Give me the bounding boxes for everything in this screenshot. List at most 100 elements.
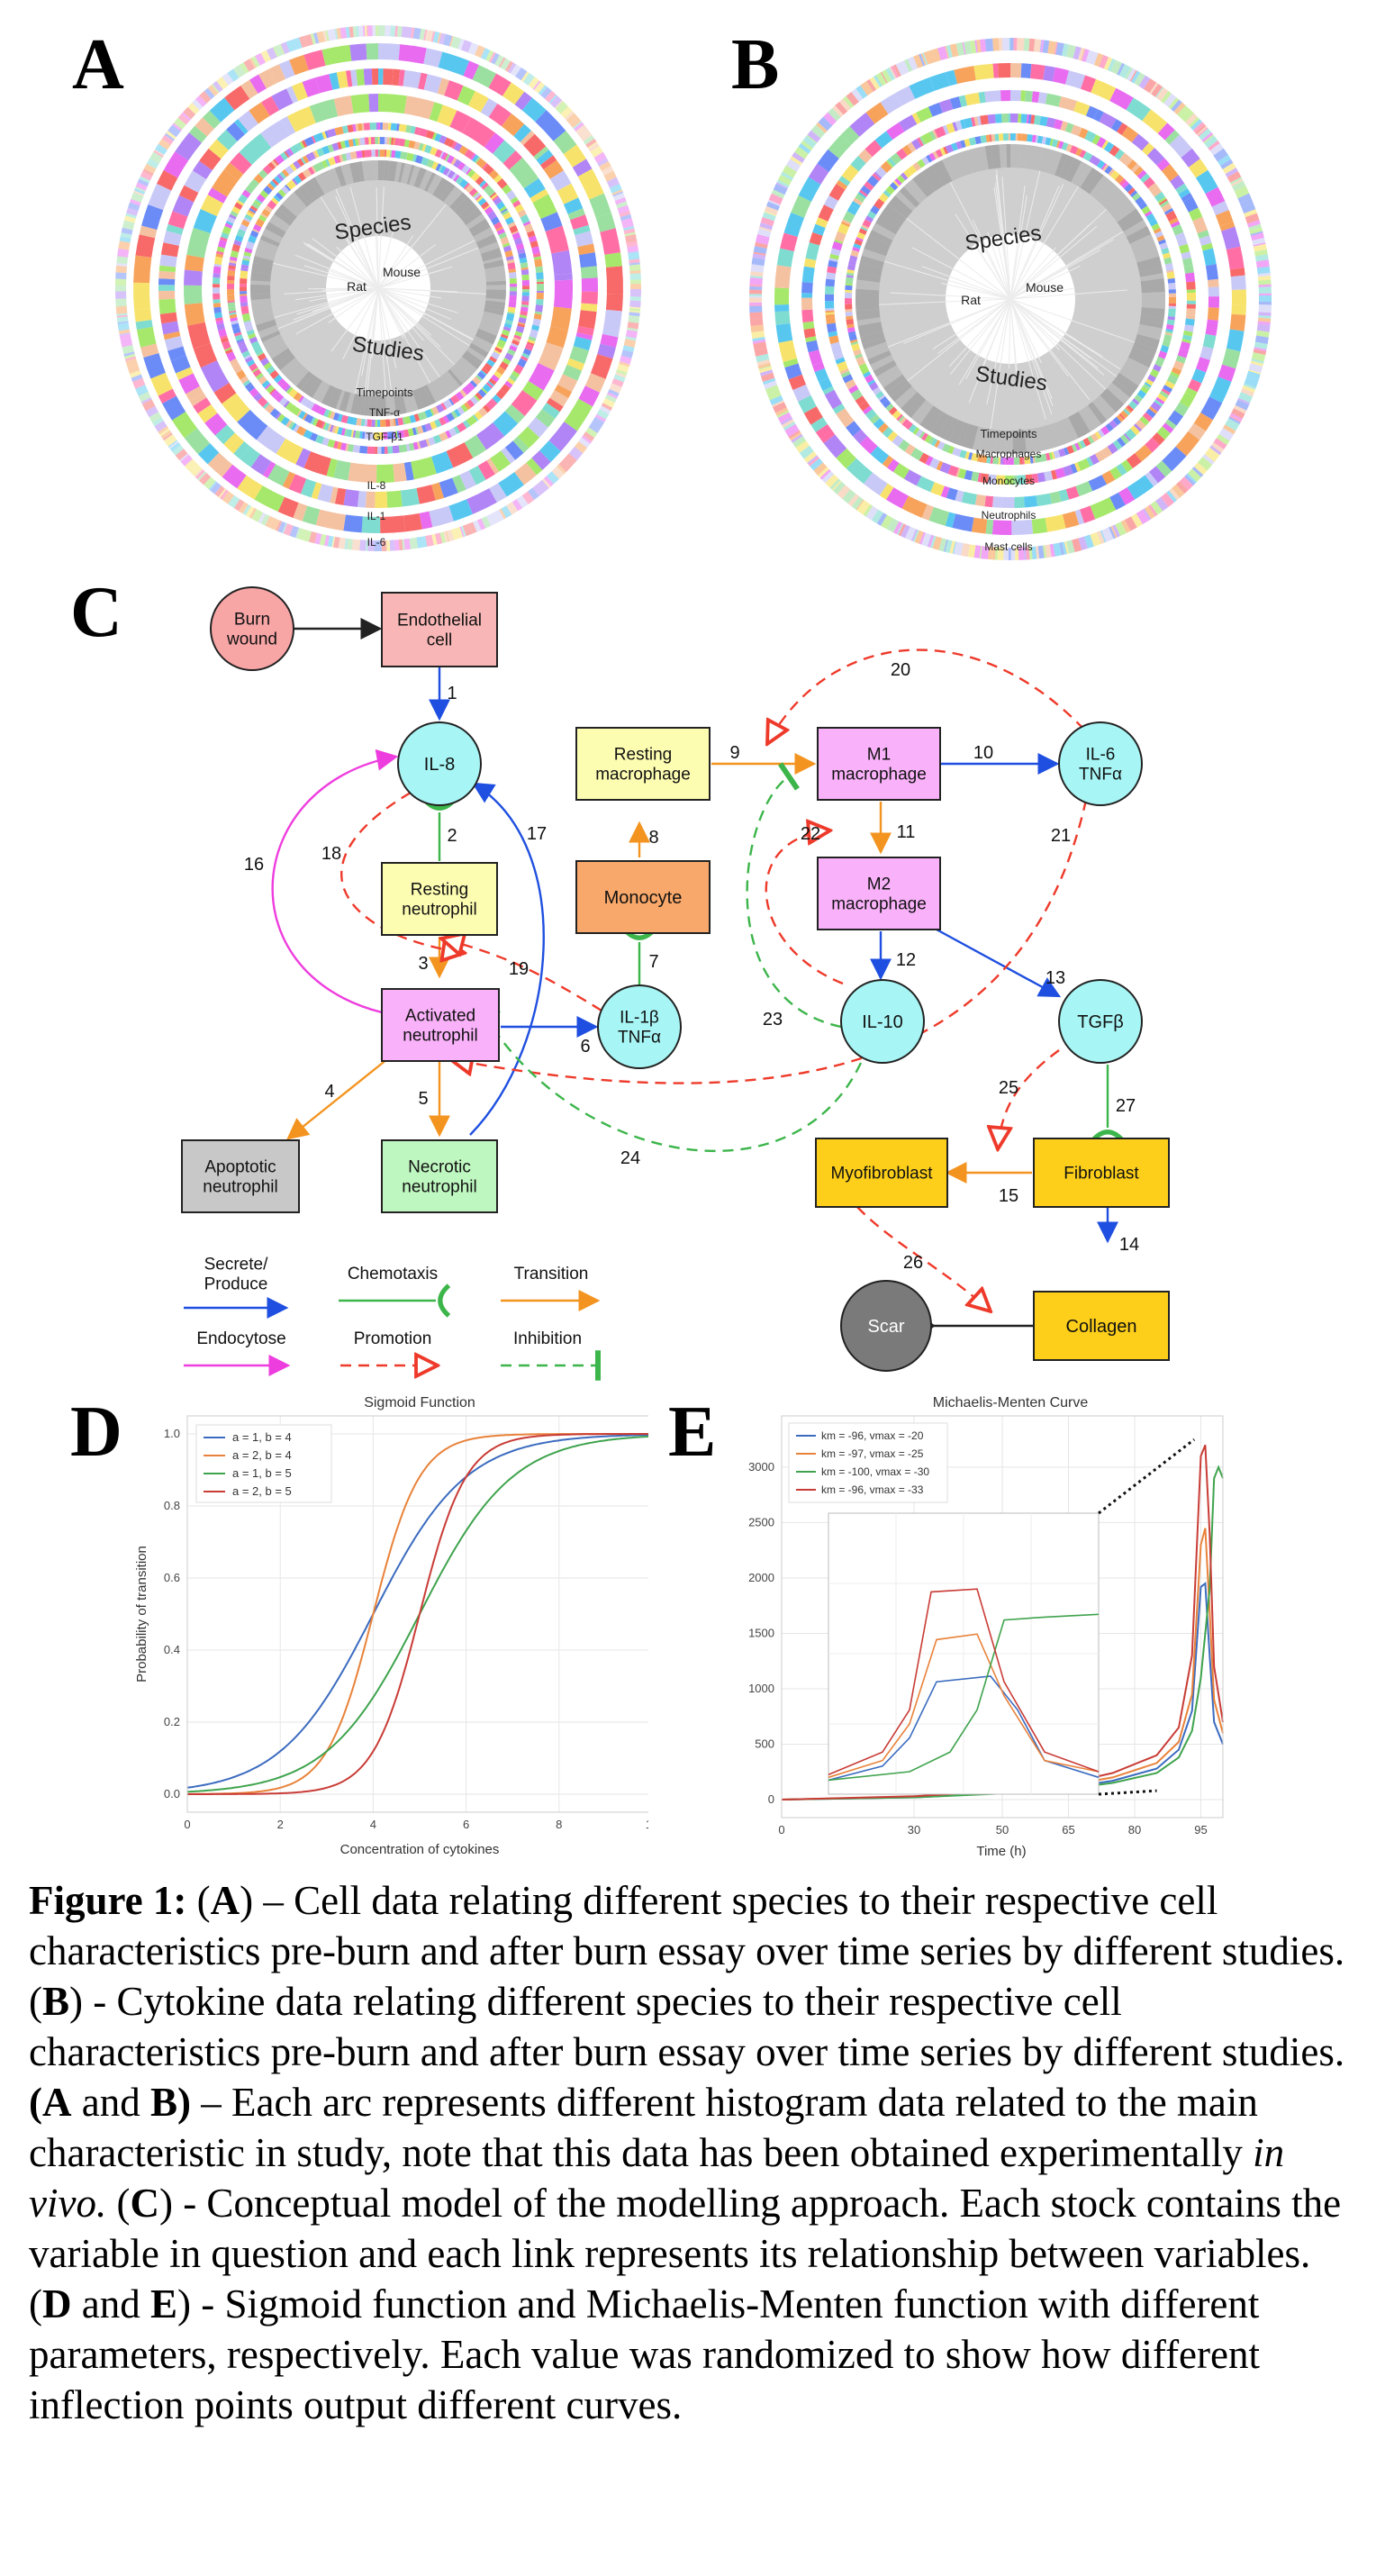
circos-segment [1193, 413, 1213, 431]
circos-segment [158, 290, 176, 300]
node-m1-macrophage: M1 macrophage [817, 727, 941, 801]
circos-segment [999, 38, 1003, 51]
circos-segment [749, 302, 763, 305]
circos-segment [298, 395, 304, 404]
circos-segment [425, 439, 430, 447]
circos-segment [1175, 431, 1200, 457]
circos-segment [1132, 192, 1141, 202]
circos-segment [243, 354, 252, 360]
circos-segment [267, 343, 289, 359]
circos-segment [896, 175, 906, 184]
circos-segment [1126, 225, 1152, 244]
circos-segment [334, 28, 339, 40]
circos-segment [234, 202, 243, 210]
legend-entry: km = -97, vmax = -25 [821, 1447, 924, 1460]
circos-segment [339, 141, 347, 150]
circos-segment [606, 392, 619, 399]
circos-segment [218, 328, 227, 338]
circos-segment [520, 262, 529, 268]
circos-segment [238, 110, 258, 132]
circos-segment [468, 218, 491, 237]
circos-segment [981, 546, 990, 559]
circos-segment [577, 243, 595, 256]
circos-segment [1205, 319, 1218, 336]
circos-segment [864, 374, 874, 384]
circos-segment [500, 384, 511, 395]
circos-segment [1003, 547, 1009, 560]
circos-segment [1226, 246, 1245, 270]
circos-segment [213, 263, 222, 268]
circos-segment [254, 313, 276, 325]
node-fibroblast: Fibroblast [1033, 1138, 1170, 1208]
circos-segment [1257, 321, 1271, 325]
circos-segment [445, 531, 450, 542]
circos-segment [213, 382, 237, 404]
circos-segment [340, 165, 349, 186]
caption-ab-close: ) [177, 2080, 191, 2125]
circos-segment [551, 249, 573, 276]
circos-segment [130, 198, 141, 206]
circos-segment [349, 150, 358, 160]
circos-segment [1144, 210, 1153, 217]
circos-segment [894, 177, 902, 186]
circos-segment [355, 123, 359, 132]
circos-segment [328, 168, 342, 189]
circos-segment [245, 244, 254, 250]
circos-spoke [1009, 289, 1127, 300]
inset-connector [1098, 1789, 1157, 1796]
circos-segment [179, 453, 189, 462]
circos-segment [875, 72, 887, 86]
circos-segment [1168, 97, 1180, 110]
track-label-tnf: TNF-α [369, 406, 400, 419]
circos-segment [442, 167, 450, 177]
circos-segment [299, 35, 308, 48]
legend-endocytose-label: Endocytose [196, 1329, 285, 1348]
x-tick-label: 95 [1194, 1823, 1207, 1837]
circos-segment [887, 431, 898, 442]
circos-segment [875, 166, 887, 178]
circos-segment [475, 45, 483, 58]
circos-segment [466, 168, 475, 178]
circos-segment [298, 410, 306, 420]
circos-segment [1141, 292, 1165, 304]
circos-segment [141, 204, 164, 231]
circos-segment [398, 123, 407, 132]
circos-segment [749, 289, 763, 295]
circos-segment [260, 330, 281, 343]
circos-segment [125, 358, 139, 369]
circos-segment [367, 419, 372, 427]
circos-segment [629, 283, 641, 289]
inset-connector [1098, 1438, 1196, 1515]
circos-segment [861, 248, 886, 262]
circos-segment [239, 223, 249, 232]
circos-segment [412, 537, 419, 549]
circos-segment [569, 214, 589, 231]
circos-segment [269, 408, 280, 419]
circos-segment [222, 393, 250, 422]
circos-segment [453, 174, 460, 182]
circos-segment [1110, 198, 1136, 222]
circos-segment [1101, 140, 1109, 150]
circos-segment [117, 248, 130, 258]
circos-segment [760, 372, 775, 383]
circos-segment [1109, 467, 1122, 480]
circos-segment [801, 297, 813, 311]
circos-segment [1247, 220, 1261, 228]
circos-segment [840, 126, 860, 145]
circos-segment [227, 289, 235, 295]
circos-segment [1215, 210, 1234, 227]
circos-segment [232, 327, 241, 334]
legend-entry: a = 1, b = 4 [232, 1430, 292, 1444]
circos-segment [864, 215, 874, 223]
circos-segment [1135, 333, 1160, 349]
circos-segment [558, 459, 571, 472]
circos-segment [1058, 489, 1070, 503]
circos-segment [1154, 399, 1163, 407]
circos-segment [485, 289, 506, 300]
circos-segment [468, 522, 477, 534]
circos-segment [949, 96, 962, 110]
circos-segment [488, 51, 496, 63]
circos-segment [776, 410, 790, 418]
edge-label-26: 26 [903, 1253, 923, 1273]
circos-segment [246, 211, 255, 218]
